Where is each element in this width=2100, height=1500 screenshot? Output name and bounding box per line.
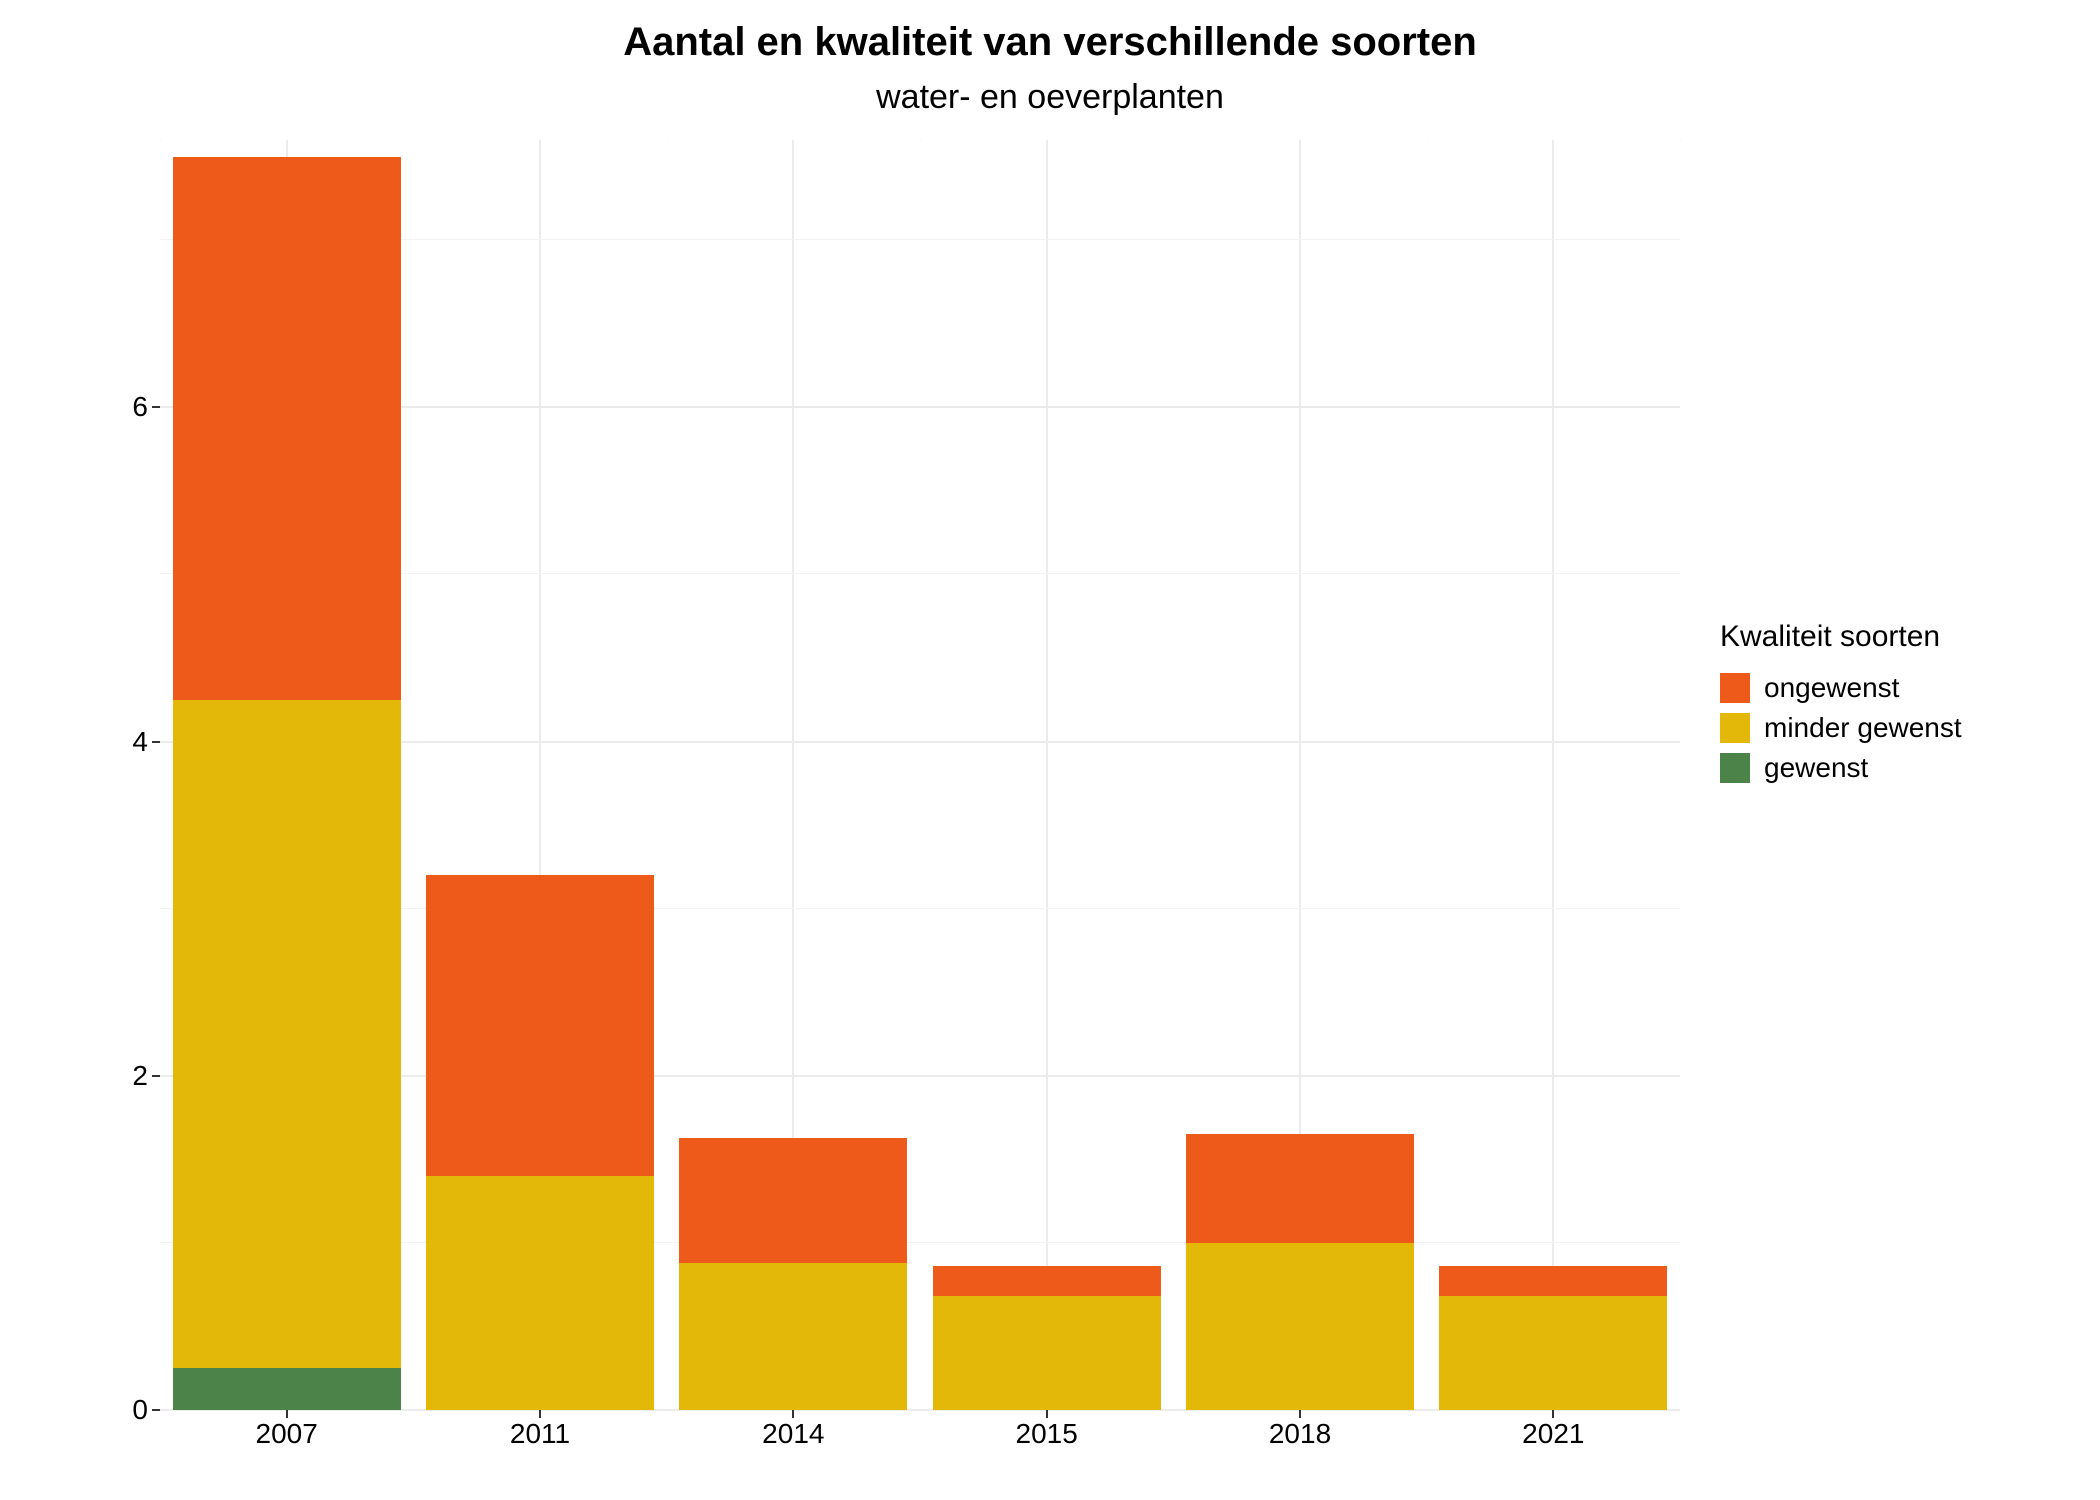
y-tick-label: 4 bbox=[108, 726, 148, 758]
x-tick-mark bbox=[1552, 1410, 1554, 1418]
x-tick-mark bbox=[286, 1410, 288, 1418]
bar-2018 bbox=[1186, 1134, 1414, 1410]
bar-segment-ongewenst bbox=[173, 157, 401, 700]
bar-segment-ongewenst bbox=[933, 1266, 1161, 1296]
grid-vertical-minor bbox=[1427, 140, 1428, 141]
chart-subtitle: water- en oeverplanten bbox=[0, 78, 2100, 117]
y-tick-label: 2 bbox=[108, 1060, 148, 1092]
bar-2007 bbox=[173, 157, 401, 1410]
grid-vertical-minor bbox=[1173, 140, 1174, 141]
bar-segment-ongewenst bbox=[1439, 1266, 1667, 1296]
legend-swatch bbox=[1720, 753, 1750, 783]
bar-2011 bbox=[426, 875, 654, 1410]
y-tick-mark bbox=[152, 1075, 160, 1077]
bar-segment-minder_gewenst bbox=[679, 1263, 907, 1410]
y-tick-label: 6 bbox=[108, 391, 148, 423]
grid-vertical-minor bbox=[413, 140, 414, 141]
y-tick-mark bbox=[152, 406, 160, 408]
legend-title: Kwaliteit soorten bbox=[1720, 620, 2080, 654]
x-tick-mark bbox=[539, 1410, 541, 1418]
x-tick-label: 2021 bbox=[1522, 1418, 1584, 1450]
x-tick-mark bbox=[792, 1410, 794, 1418]
bar-segment-minder_gewenst bbox=[426, 1176, 654, 1410]
x-tick-mark bbox=[1046, 1410, 1048, 1418]
grid-vertical-minor bbox=[667, 140, 668, 141]
x-tick-label: 2014 bbox=[762, 1418, 824, 1450]
bar-2021 bbox=[1439, 1266, 1667, 1410]
bar-2015 bbox=[933, 1266, 1161, 1410]
bar-2014 bbox=[679, 1138, 907, 1410]
legend: Kwaliteit soorten ongewenst minder gewens… bbox=[1720, 620, 2080, 792]
bar-segment-ongewenst bbox=[679, 1138, 907, 1263]
bar-segment-gewenst bbox=[173, 1368, 401, 1410]
legend-swatch bbox=[1720, 713, 1750, 743]
chart-wrapper: Aantal en kwaliteit van verschillende so… bbox=[0, 0, 2100, 1500]
bar-segment-ongewenst bbox=[1186, 1134, 1414, 1243]
legend-item-gewenst: gewenst bbox=[1720, 752, 2080, 784]
y-tick-mark bbox=[152, 1409, 160, 1411]
grid-vertical-major bbox=[1552, 140, 1554, 1410]
x-tick-mark bbox=[1299, 1410, 1301, 1418]
y-tick-label: 0 bbox=[108, 1394, 148, 1426]
legend-item-minder_gewenst: minder gewenst bbox=[1720, 712, 2080, 744]
grid-vertical-minor bbox=[920, 140, 921, 141]
x-tick-label: 2007 bbox=[256, 1418, 318, 1450]
x-tick-label: 2018 bbox=[1269, 1418, 1331, 1450]
legend-label: ongewenst bbox=[1764, 672, 1899, 704]
y-tick-mark bbox=[152, 741, 160, 743]
bar-segment-minder_gewenst bbox=[933, 1296, 1161, 1410]
legend-swatch bbox=[1720, 673, 1750, 703]
plot-panel bbox=[160, 140, 1680, 1410]
legend-item-ongewenst: ongewenst bbox=[1720, 672, 2080, 704]
bar-segment-ongewenst bbox=[426, 875, 654, 1176]
bar-segment-minder_gewenst bbox=[1439, 1296, 1667, 1410]
legend-label: gewenst bbox=[1764, 752, 1868, 784]
bar-segment-minder_gewenst bbox=[1186, 1243, 1414, 1410]
grid-vertical-major bbox=[1046, 140, 1048, 1410]
x-tick-label: 2015 bbox=[1016, 1418, 1078, 1450]
grid-vertical-minor bbox=[160, 140, 161, 141]
x-tick-label: 2011 bbox=[510, 1418, 570, 1450]
legend-label: minder gewenst bbox=[1764, 712, 1962, 744]
bar-segment-minder_gewenst bbox=[173, 700, 401, 1368]
grid-vertical-minor bbox=[1680, 140, 1681, 141]
chart-title: Aantal en kwaliteit van verschillende so… bbox=[0, 20, 2100, 65]
